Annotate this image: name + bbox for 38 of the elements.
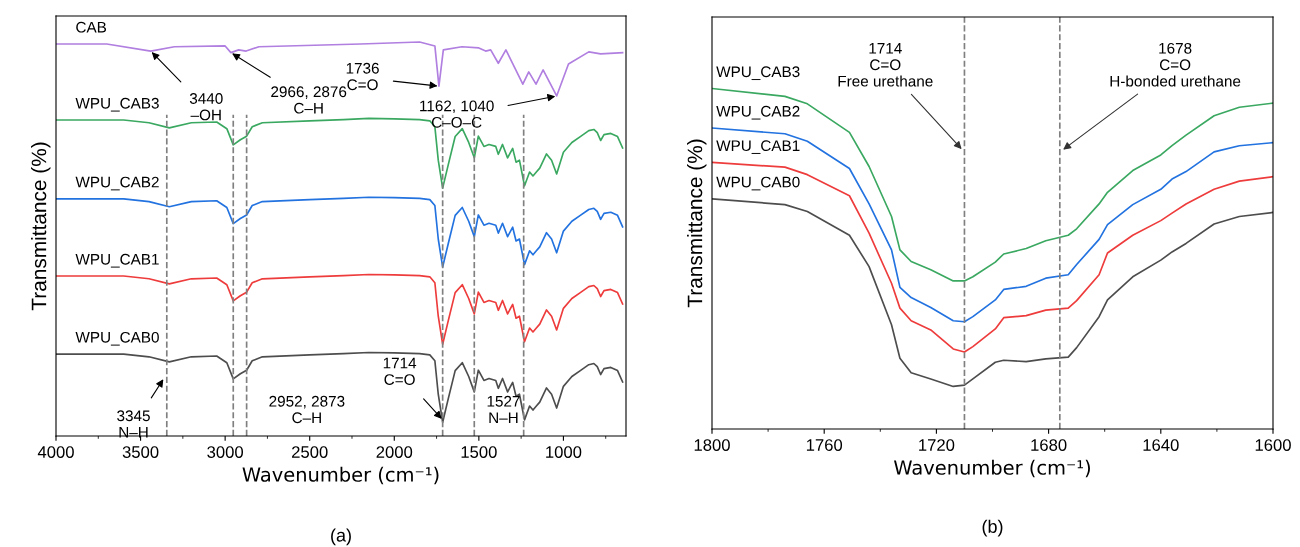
x-axis-title: Wavenumber (cm⁻¹) — [893, 459, 1090, 478]
x-tick-label: 1720 — [919, 439, 955, 451]
ref-line-label: 1678 C=O H-bonded urethane — [1110, 42, 1241, 87]
x-tick-label: 1640 — [1143, 439, 1179, 451]
x-tick-label: 1680 — [1031, 439, 1067, 451]
x-tick-label: 2000 — [376, 446, 413, 458]
text: (a) — [331, 528, 351, 546]
annotation: 2966, 2876 C–H — [271, 86, 347, 114]
x-tick-label: 3500 — [122, 446, 159, 458]
annotation: 1736 C=O — [346, 62, 379, 91]
x-tick-label: 1500 — [461, 446, 497, 458]
ref-line-label: 1714 C=O Free urethane — [838, 43, 933, 87]
ref-line-label: 2952, 2873 C–H — [269, 395, 345, 424]
x-tick-label: 2500 — [292, 446, 328, 458]
series-label: WPU_CAB1 — [75, 253, 159, 268]
x-tick-label: 1600 — [1255, 439, 1291, 451]
x-tick-label: 1000 — [546, 446, 582, 458]
series-label: WPU_CAB3 — [75, 97, 159, 112]
x-axis-title: Wavenumber (cm⁻¹) — [242, 466, 439, 485]
series-label: WPU_CAB2 — [75, 176, 159, 191]
series-label: WPU_CAB2 — [716, 105, 800, 120]
series-label: WPU_CAB1 — [716, 140, 800, 154]
annotation: 1162, 1040 C–O–C — [420, 100, 494, 128]
annotation: 3345 N–H — [117, 410, 150, 438]
series-label: WPU_CAB0 — [75, 331, 159, 346]
series-label: WPU_CAB3 — [716, 66, 800, 81]
ref-line-label: 1527 N–H — [487, 395, 520, 423]
x-tick-label: 4000 — [37, 446, 74, 458]
annotation: 3440 –OH — [189, 93, 223, 121]
text: (b) — [982, 519, 1003, 537]
series-label: WPU_CAB0 — [716, 176, 800, 191]
x-tick-label: 1800 — [694, 439, 730, 451]
annotation: 1714 C=O — [383, 357, 417, 385]
y-axis-title: Transmittance (%) — [687, 139, 707, 308]
y-axis-title: Transmittance (%) — [31, 142, 51, 311]
x-tick-label: 1760 — [806, 439, 843, 451]
series-label: CAB — [76, 21, 107, 33]
x-tick-label: 3000 — [207, 446, 244, 458]
